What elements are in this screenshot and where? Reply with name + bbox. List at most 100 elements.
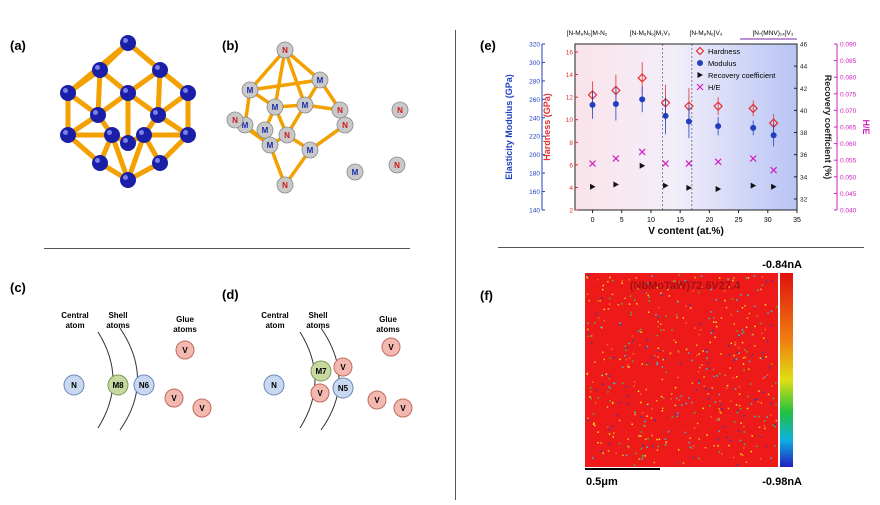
map-speck	[712, 329, 714, 332]
map-speck	[742, 363, 745, 365]
bond-rod	[248, 78, 322, 92]
map-speck	[753, 305, 756, 308]
map-speck	[720, 412, 722, 414]
panel-label-c: (c)	[10, 280, 26, 295]
metal-atom	[180, 127, 196, 143]
shell-atoms-label-line2: atoms	[306, 321, 330, 330]
n-atom-label: N	[282, 46, 288, 55]
map-speck	[633, 385, 635, 387]
map-speck	[664, 444, 666, 446]
modulus-tick-label: 140	[529, 208, 540, 215]
map-speck	[727, 277, 729, 280]
map-speck	[610, 348, 613, 350]
map-speck	[587, 335, 590, 338]
map-speck	[651, 407, 654, 410]
map-speck	[684, 431, 687, 434]
map-speck	[717, 445, 719, 447]
colorbar-bottom-value: -0.98nA	[762, 476, 802, 488]
he-tick-label: 0.090	[840, 42, 857, 49]
map-speck	[638, 458, 641, 460]
map-speck	[698, 353, 700, 355]
map-speck	[710, 288, 712, 291]
map-speck	[744, 305, 746, 307]
map-speck	[638, 435, 640, 437]
map-speck	[682, 462, 685, 464]
he-point	[685, 160, 693, 167]
map-speck	[718, 393, 721, 396]
map-speck	[697, 371, 700, 373]
hardness-tick-label: 6	[569, 162, 573, 169]
map-speck	[601, 374, 604, 377]
map-speck	[737, 430, 740, 432]
map-speck	[755, 445, 758, 448]
map-speck	[625, 386, 627, 388]
map-speck	[707, 397, 710, 400]
map-speck	[624, 354, 626, 357]
map-speck	[642, 444, 644, 447]
divider-right-horizontal	[498, 247, 864, 248]
map-speck	[738, 352, 740, 354]
svg-text:N: N	[271, 381, 277, 390]
map-speck	[727, 278, 730, 281]
map-speck	[636, 303, 638, 305]
map-speck	[602, 383, 604, 385]
map-speck	[657, 306, 660, 309]
map-speck	[593, 422, 595, 424]
x-tick-label: 10	[647, 217, 655, 224]
central-atom-label-line1: Central	[261, 311, 289, 320]
map-speck	[590, 391, 592, 393]
map-speck	[639, 344, 641, 346]
map-speck	[688, 441, 690, 444]
map-speck	[719, 373, 721, 375]
map-speck	[705, 368, 708, 370]
map-speck	[766, 374, 769, 376]
map-speck	[743, 443, 746, 445]
atom-highlight	[183, 130, 188, 135]
map-speck	[648, 300, 651, 302]
map-speck	[679, 362, 682, 364]
map-speck	[743, 330, 745, 333]
map-speck	[639, 435, 642, 437]
map-speck	[754, 345, 756, 347]
map-speck	[660, 329, 662, 332]
m-atom	[261, 136, 279, 154]
hardness-tick-label: 4	[569, 185, 573, 192]
modulus-tick-label: 300	[529, 60, 540, 67]
atom-highlight	[183, 88, 188, 93]
map-speck	[685, 305, 687, 307]
map-speck	[657, 325, 659, 328]
map-speck	[647, 362, 649, 364]
map-speck	[656, 449, 659, 451]
map-speck	[627, 395, 629, 398]
map-speck	[607, 391, 609, 393]
map-speck	[592, 413, 595, 415]
atom-highlight	[153, 110, 158, 115]
map-speck	[613, 432, 615, 434]
atom-highlight	[63, 130, 68, 135]
n-atom-label: N	[342, 121, 348, 130]
map-speck	[748, 360, 751, 363]
map-speck	[700, 275, 703, 278]
map-speck	[602, 284, 604, 287]
map-speck	[587, 417, 589, 420]
region-label-4: [N-(MNV)₁₄]V₃	[752, 30, 793, 37]
map-speck	[692, 445, 695, 447]
atom-highlight	[139, 130, 144, 135]
map-speck	[607, 426, 609, 428]
map-speck	[767, 312, 769, 314]
map-speck	[624, 297, 626, 300]
map-speck	[657, 320, 659, 323]
map-speck	[661, 410, 664, 412]
map-speck	[674, 280, 676, 282]
modulus-point	[662, 112, 669, 119]
metal-atom	[150, 107, 166, 123]
map-speck	[710, 416, 712, 418]
map-speck	[657, 316, 660, 318]
map-speck	[736, 351, 739, 354]
map-speck	[654, 419, 656, 422]
svg-text:V: V	[317, 389, 323, 398]
map-speck	[694, 276, 696, 279]
map-speck	[660, 292, 662, 294]
map-speck	[678, 274, 680, 276]
map-speck	[709, 341, 711, 344]
